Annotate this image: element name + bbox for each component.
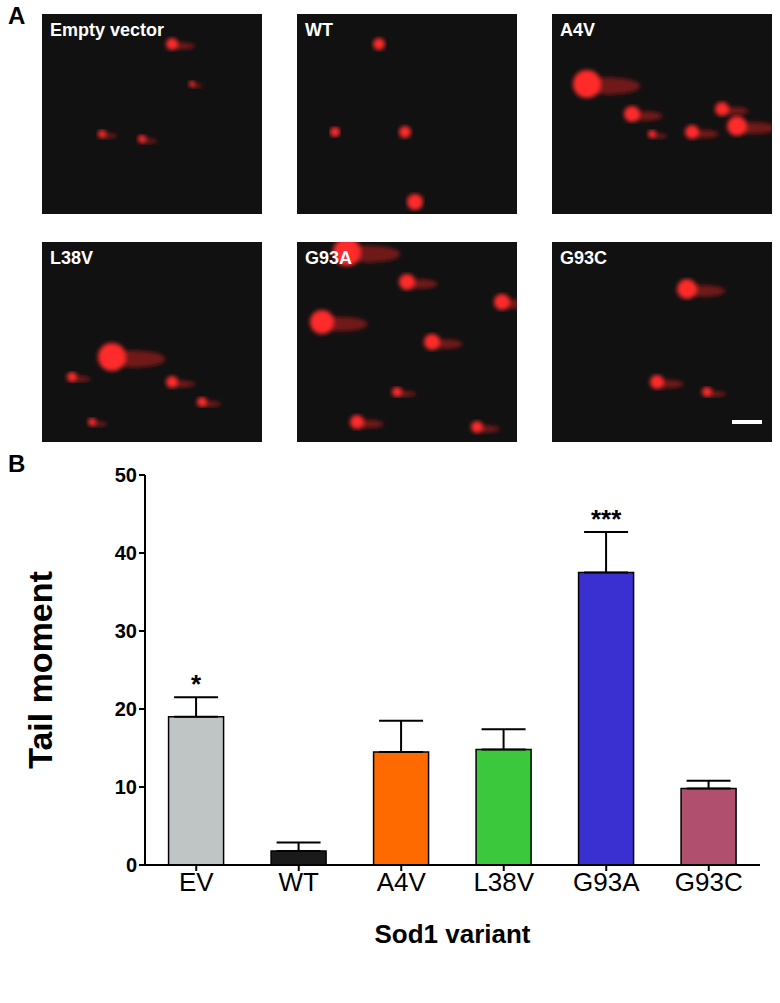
html-text:A: A — [8, 2, 26, 29]
svg-text:L38V: L38V — [473, 867, 534, 897]
svg-text:20: 20 — [115, 698, 137, 720]
svg-text:Sod1 variant: Sod1 variant — [374, 919, 530, 949]
svg-text:G93C: G93C — [675, 867, 743, 897]
svg-text:10: 10 — [115, 776, 137, 798]
html-text:L38V: L38V — [50, 248, 93, 268]
html-text:B: B — [8, 450, 26, 477]
svg-text:Tail moment: Tail moment — [21, 571, 59, 769]
svg-text:*: * — [191, 669, 202, 699]
svg-text:0: 0 — [126, 854, 137, 876]
html-text:G93C: G93C — [560, 248, 607, 268]
html-text:A4V: A4V — [560, 20, 595, 40]
svg-text:50: 50 — [115, 464, 137, 486]
svg-text:30: 30 — [115, 620, 137, 642]
svg-text:G93A: G93A — [573, 867, 640, 897]
svg-text:WT: WT — [279, 867, 320, 897]
svg-text:40: 40 — [115, 542, 137, 564]
svg-text:EV: EV — [179, 867, 214, 897]
svg-text:***: *** — [591, 504, 622, 534]
html-text:G93A: G93A — [305, 248, 352, 268]
html-text:Empty vector: Empty vector — [50, 20, 164, 40]
svg-text:A4V: A4V — [377, 867, 427, 897]
html-text:WT: WT — [305, 20, 333, 40]
